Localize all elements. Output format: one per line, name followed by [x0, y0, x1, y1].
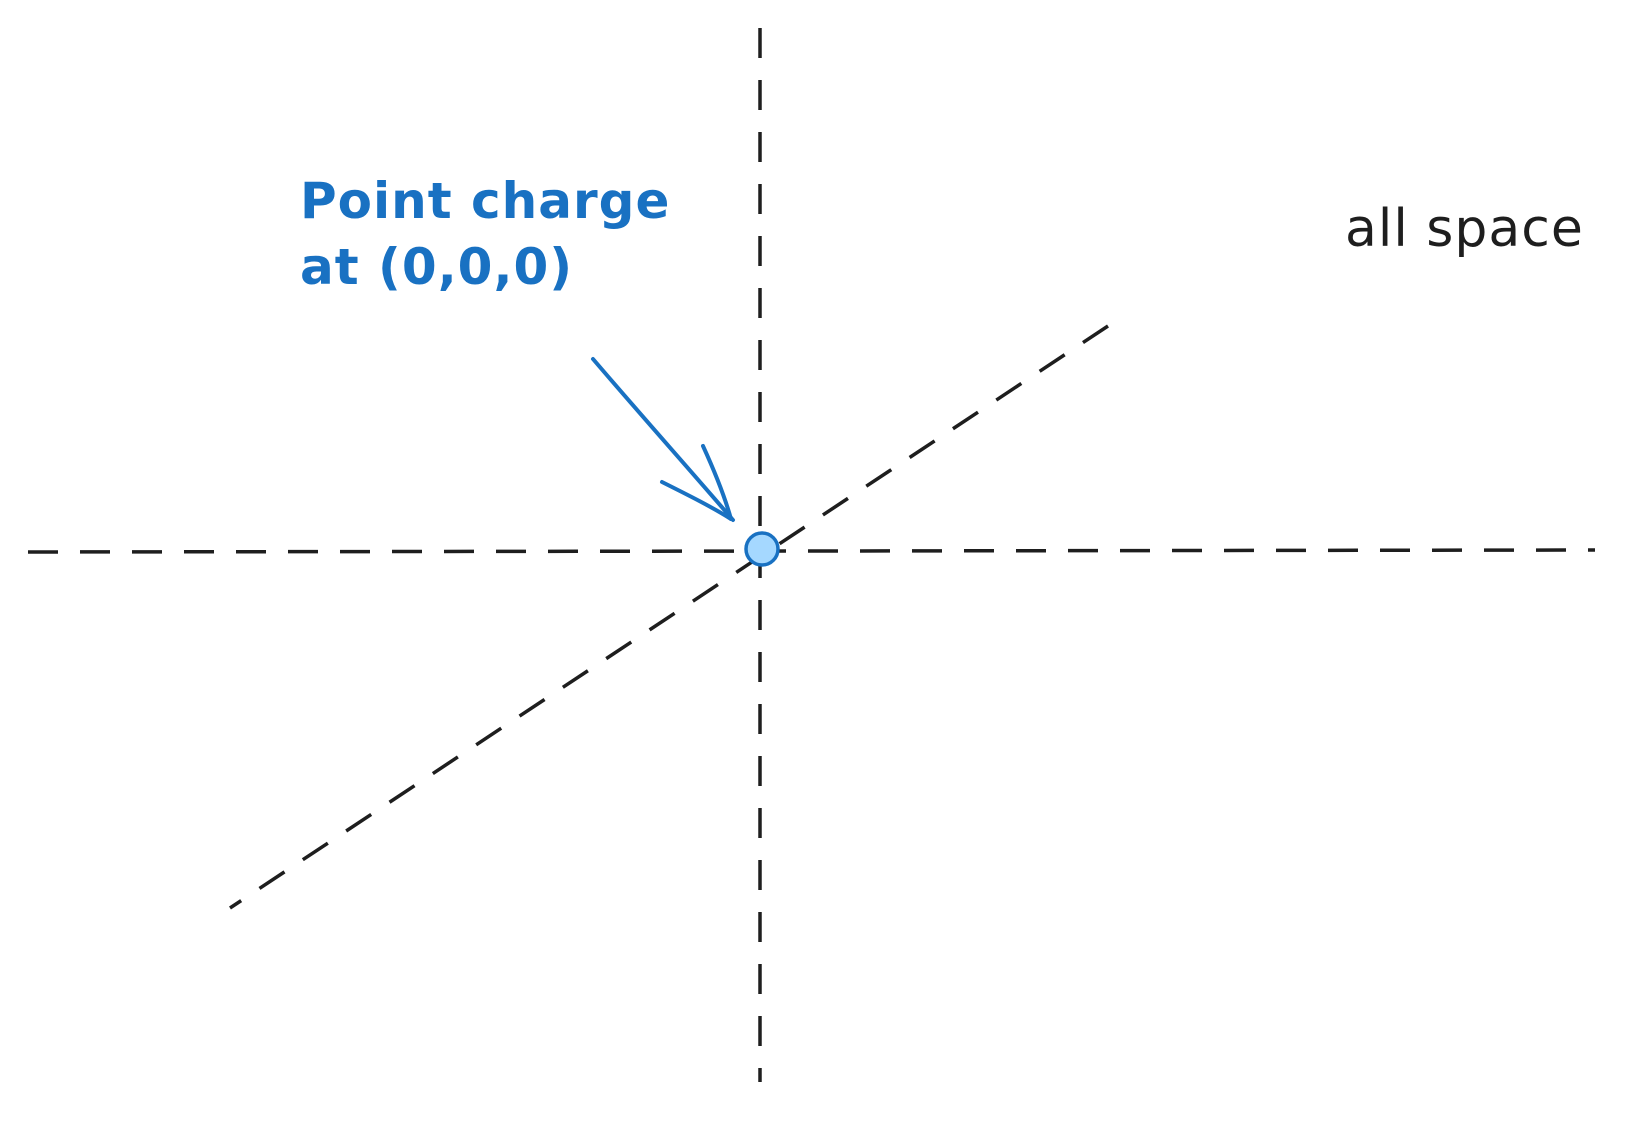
point-charge-icon: [744, 531, 780, 567]
horizontal-axis: [27, 548, 1596, 554]
arrow-to-charge-icon: [591, 357, 735, 522]
all-space-label: all space: [1345, 199, 1584, 259]
point-charge-label: Point charge at (0,0,0): [300, 172, 671, 296]
depth-axis: [229, 324, 1109, 910]
